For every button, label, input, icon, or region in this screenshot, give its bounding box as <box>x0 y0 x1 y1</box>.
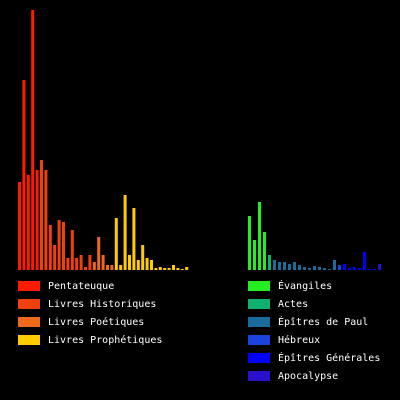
bar <box>128 255 131 270</box>
bar <box>136 260 140 270</box>
legend-swatch <box>248 299 270 309</box>
bar <box>363 252 366 270</box>
bar <box>288 264 291 270</box>
bar <box>180 269 184 270</box>
legend-swatch <box>248 371 270 381</box>
bar <box>48 225 52 270</box>
bar <box>123 195 127 270</box>
bar <box>268 255 271 270</box>
bar <box>172 265 175 270</box>
legend-label: Actes <box>278 299 308 310</box>
bar <box>176 268 180 270</box>
bar <box>62 222 65 270</box>
bar <box>66 258 70 270</box>
bar <box>101 255 105 270</box>
bar <box>378 264 381 270</box>
bar <box>167 268 171 270</box>
bar <box>368 269 371 270</box>
legend-swatch <box>18 335 40 345</box>
bar <box>313 266 316 270</box>
legend-label: Livres Historiques <box>48 299 156 310</box>
bar <box>338 265 341 270</box>
bar <box>328 269 331 270</box>
bar <box>343 264 346 270</box>
bar <box>303 267 306 270</box>
bar <box>253 240 256 270</box>
bar <box>97 237 101 270</box>
bar <box>75 258 79 270</box>
legend-label: Pentateuque <box>48 281 114 292</box>
bar <box>18 182 21 270</box>
bar <box>114 218 118 270</box>
bar <box>278 262 281 270</box>
legend-swatch <box>18 317 40 327</box>
bar <box>348 268 351 270</box>
legend-swatch <box>248 281 270 291</box>
bar <box>79 255 83 270</box>
legend-swatch <box>18 281 40 291</box>
bar <box>283 262 286 270</box>
bar <box>22 80 26 270</box>
bar <box>298 265 301 270</box>
bar <box>132 208 136 270</box>
legend-label: Épîtres Générales <box>278 351 380 364</box>
bar <box>308 268 311 270</box>
bar <box>44 170 48 270</box>
bar <box>84 267 87 270</box>
legend-swatch <box>18 299 40 309</box>
bar <box>92 262 96 270</box>
bar <box>273 260 276 270</box>
legend-label: Épîtres de Paul <box>278 315 368 328</box>
bar <box>248 216 251 270</box>
legend-label: Livres Poétiques <box>48 316 144 328</box>
bar <box>150 260 153 270</box>
bar <box>163 268 167 270</box>
bar <box>57 220 61 270</box>
legend-swatch <box>248 335 270 345</box>
legend-swatch <box>248 353 270 363</box>
bar <box>119 265 123 270</box>
bar <box>323 268 326 270</box>
bar <box>353 267 356 270</box>
legend-label: Évangiles <box>278 279 332 292</box>
bar <box>258 202 261 270</box>
bar <box>88 255 92 270</box>
legend-label: Hébreux <box>278 334 320 346</box>
bar <box>70 230 74 270</box>
bar <box>141 245 145 270</box>
bar <box>154 268 158 270</box>
legend-swatch <box>248 317 270 327</box>
bar <box>110 265 114 270</box>
bar <box>145 258 149 270</box>
bar <box>318 267 321 270</box>
bar <box>158 267 162 270</box>
legend-label: Apocalypse <box>278 371 338 382</box>
bar <box>358 268 361 270</box>
bar <box>373 269 376 270</box>
bar <box>263 232 266 270</box>
bar <box>106 265 109 270</box>
bar <box>31 10 35 270</box>
bar <box>185 267 189 270</box>
bar <box>26 175 30 270</box>
legend-label: Livres Prophétiques <box>48 334 162 346</box>
bar <box>35 170 39 270</box>
bar <box>40 160 43 270</box>
bar <box>333 260 336 270</box>
bar <box>53 245 57 270</box>
bar <box>293 262 296 270</box>
